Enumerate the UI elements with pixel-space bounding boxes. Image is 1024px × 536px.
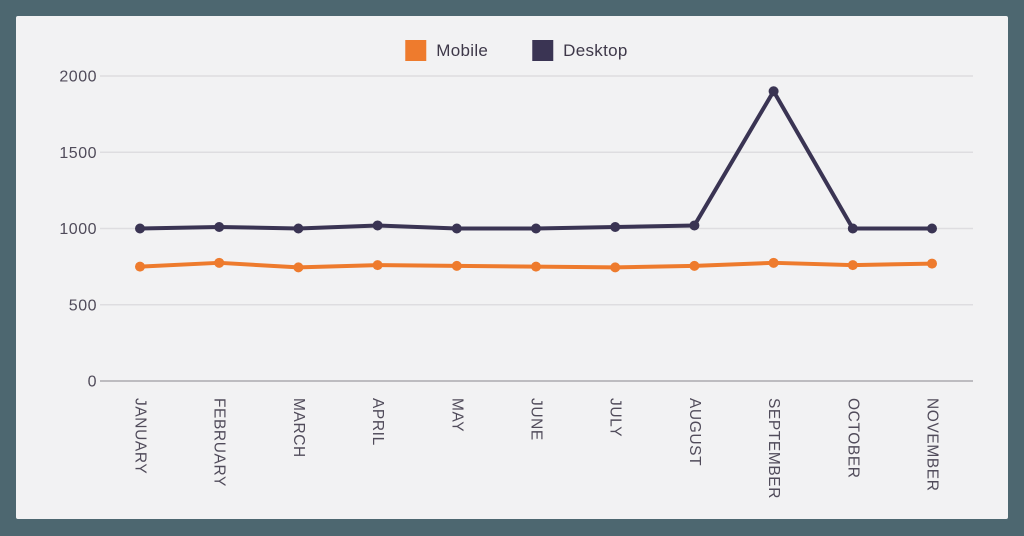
x-axis-label: MAY: [448, 398, 465, 432]
x-axis-label: JANUARY: [132, 398, 149, 474]
x-axis-label: NOVEMBER: [924, 398, 941, 492]
desktop-point: [768, 86, 779, 97]
mobile-point: [689, 260, 700, 271]
mobile-point: [214, 257, 225, 268]
mobile-point: [610, 262, 621, 273]
x-axis-label: OCTOBER: [844, 398, 861, 479]
mobile-point: [293, 262, 304, 273]
desktop-point: [293, 223, 304, 234]
x-axis-label: MARCH: [290, 398, 307, 458]
y-axis-tick-label: 1500: [59, 145, 97, 162]
desktop-point: [214, 221, 225, 232]
x-axis-label: FEBRUARY: [211, 398, 228, 487]
y-axis-tick-label: 2000: [59, 69, 97, 86]
x-axis-label: JULY: [607, 398, 624, 437]
desktop-point: [927, 223, 937, 234]
y-axis-tick-label: 1000: [59, 221, 97, 238]
line-chart: 0 500 1000 1500 2000 JANUARY FEBRUARY MARCH APRI…: [16, 16, 1008, 519]
legend-item-mobile: Mobile: [405, 40, 488, 61]
desktop-point: [847, 223, 858, 234]
y-axis-tick-label: 500: [69, 297, 97, 314]
desktop-line: [138, 89, 934, 231]
x-axis-label: JUNE: [528, 398, 545, 441]
desktop-swatch-icon: [532, 40, 554, 61]
chart-canvas: 0 500 1000 1500 2000 JANUARY FEBRUARY MARCH APRI…: [59, 69, 973, 499]
desktop-point: [135, 223, 145, 234]
y-axis-tick-label: 0: [88, 374, 97, 391]
x-axis-label: APRIL: [369, 398, 386, 446]
mobile-point: [135, 261, 145, 272]
mobile-swatch-icon: [405, 40, 427, 61]
mobile-point: [768, 257, 779, 268]
x-axis-label: SEPTEMBER: [765, 398, 782, 499]
mobile-point: [372, 260, 383, 271]
mobile-point: [927, 258, 937, 269]
mobile-point: [451, 260, 462, 271]
mobile-point: [531, 261, 541, 272]
legend-item-desktop: Desktop: [532, 40, 627, 61]
desktop-point: [689, 220, 700, 231]
chart-card: Mobile Desktop 0 500 1000 1500 2000 JANUARY FE…: [16, 16, 1008, 519]
desktop-point: [610, 221, 621, 232]
desktop-point: [531, 223, 541, 234]
desktop-point: [451, 223, 462, 234]
desktop-point: [372, 220, 383, 231]
x-axis-label: AUGUST: [686, 398, 703, 466]
legend-label-mobile: Mobile: [436, 40, 489, 60]
legend-label-desktop: Desktop: [563, 40, 628, 60]
mobile-point: [847, 260, 858, 271]
chart-legend: Mobile Desktop: [405, 40, 627, 61]
